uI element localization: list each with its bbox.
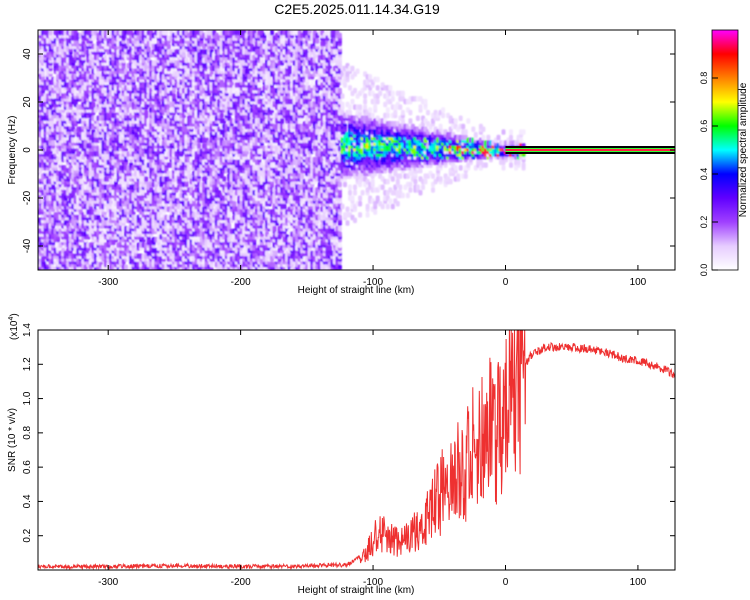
spectrogram-cell bbox=[51, 140, 56, 146]
spectrogram-cell bbox=[124, 264, 129, 270]
spectrogram-cell bbox=[219, 112, 224, 119]
spectrogram-cell bbox=[48, 30, 53, 36]
spectrogram-cell bbox=[181, 52, 186, 58]
spectrogram-cell bbox=[164, 30, 169, 36]
spectrogram-cell bbox=[146, 46, 151, 52]
spectrogram-cell bbox=[144, 109, 149, 116]
spectrogram-cell bbox=[144, 176, 149, 182]
spectrogram-cell bbox=[197, 143, 201, 149]
spectrogram-cell bbox=[171, 93, 176, 99]
spectrogram-cell bbox=[166, 43, 171, 50]
spectrogram-cell bbox=[184, 57, 189, 63]
spectrogram-cell bbox=[151, 38, 156, 44]
spectrogram-cell bbox=[119, 231, 123, 237]
spectrogram-cell bbox=[91, 101, 96, 108]
spectrogram-cells bbox=[38, 30, 526, 270]
page-title: C2E5.2025.011.14.34.G19 bbox=[274, 1, 440, 17]
